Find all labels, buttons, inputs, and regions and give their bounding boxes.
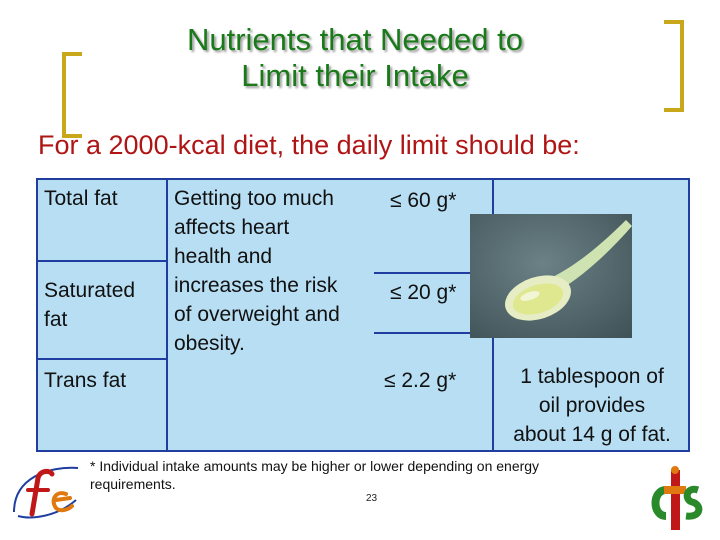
nutrient-trans-fat: Trans fat (44, 369, 127, 392)
nutrient-saturated-fat: Saturated fat (44, 279, 136, 331)
footnote: * Individual intake amounts may be highe… (90, 458, 540, 492)
fe-logo-icon (4, 456, 88, 528)
effect-line: affects heart (174, 216, 290, 239)
nutrient-total-fat: Total fat (44, 187, 118, 210)
cfs-logo-icon (640, 460, 710, 532)
effect-line: increases the risk (174, 274, 338, 297)
limit-saturated-fat: ≤ 20 g* (390, 281, 457, 304)
title-line: Limit their Intake (241, 58, 469, 93)
table-divider (166, 180, 168, 450)
table-divider (38, 260, 168, 262)
caption-line: oil provides (538, 394, 646, 417)
table-divider (38, 358, 168, 360)
slide-title: Nutrients that Needed to Limit their Int… (100, 22, 610, 94)
table-divider (374, 272, 494, 274)
limit-total-fat: ≤ 60 g* (390, 189, 457, 212)
caption-line: about 14 g of fat. (513, 423, 671, 446)
oil-caption: 1 tablespoon of oil provides about 14 g … (494, 362, 690, 449)
spoon-photo (470, 214, 632, 338)
left-bracket-decoration (62, 52, 82, 138)
effect-line: obesity. (174, 332, 245, 355)
effect-line: Getting too much (174, 187, 334, 210)
table-divider (374, 332, 494, 334)
effect-line: of overweight and (174, 303, 340, 326)
right-bracket-decoration (664, 20, 684, 112)
title-line: Nutrients that Needed to (186, 22, 524, 57)
slide-subtitle: For a 2000-kcal diet, the daily limit sh… (38, 130, 580, 160)
health-effect-text: Getting too much affects heart health an… (174, 184, 374, 358)
caption-line: 1 tablespoon of (520, 365, 664, 388)
effect-line: health and (174, 245, 273, 268)
limit-trans-fat: ≤ 2.2 g* (384, 369, 457, 392)
page-number: 23 (366, 493, 378, 504)
